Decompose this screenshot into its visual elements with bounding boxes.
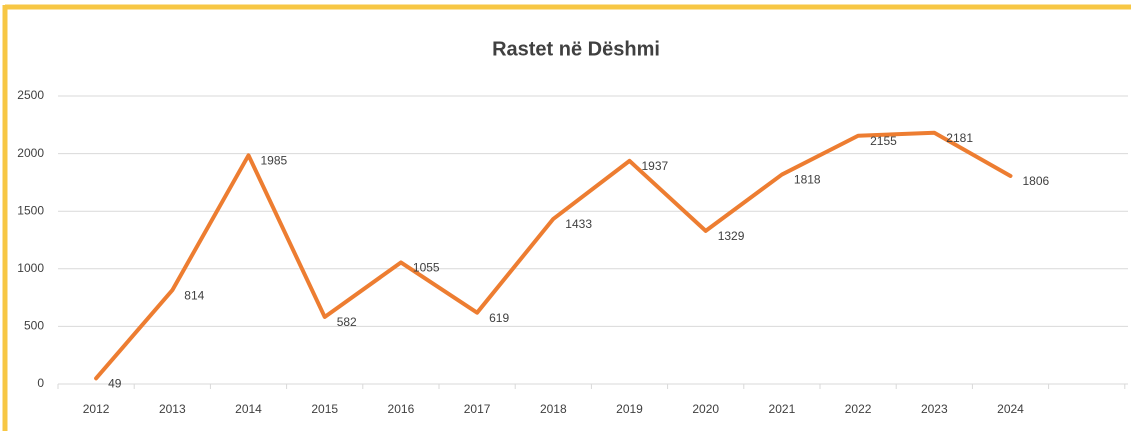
data-label: 582 <box>337 315 357 329</box>
y-tick-label: 0 <box>37 376 44 390</box>
data-label: 1055 <box>413 261 440 275</box>
y-tick-label: 1000 <box>17 261 44 275</box>
x-tick-label: 2019 <box>616 402 643 416</box>
y-tick-label: 2000 <box>17 146 44 160</box>
x-tick-label: 2020 <box>692 402 719 416</box>
data-line <box>94 130 1013 381</box>
data-label: 1985 <box>261 153 288 167</box>
data-label: 2155 <box>870 134 897 148</box>
x-tick-label: 2013 <box>159 402 186 416</box>
y-tick-label: 1500 <box>17 203 44 217</box>
x-tick-label: 2012 <box>83 402 110 416</box>
x-tick-label: 2014 <box>235 402 262 416</box>
x-tick-label: 2018 <box>540 402 567 416</box>
data-label: 2181 <box>946 131 973 145</box>
x-tick-label: 2016 <box>388 402 415 416</box>
data-label: 619 <box>489 311 509 325</box>
data-label: 814 <box>184 288 204 302</box>
y-tick-label: 500 <box>24 319 44 333</box>
data-label: 1433 <box>565 217 592 231</box>
data-label: 1818 <box>794 173 821 187</box>
data-label: 1937 <box>642 159 669 173</box>
x-tick-label: 2024 <box>997 402 1024 416</box>
x-tick-label: 2015 <box>311 402 338 416</box>
x-tick-label: 2017 <box>464 402 491 416</box>
data-label: 1806 <box>1023 174 1050 188</box>
data-label: 1329 <box>718 229 745 243</box>
x-tick-label: 2022 <box>845 402 872 416</box>
chart-title: Rastet në Dëshmi <box>492 38 660 60</box>
x-tick-label: 2021 <box>769 402 796 416</box>
y-tick-label: 2500 <box>17 88 44 102</box>
x-tick-label: 2023 <box>921 402 948 416</box>
data-label: 49 <box>108 377 122 391</box>
